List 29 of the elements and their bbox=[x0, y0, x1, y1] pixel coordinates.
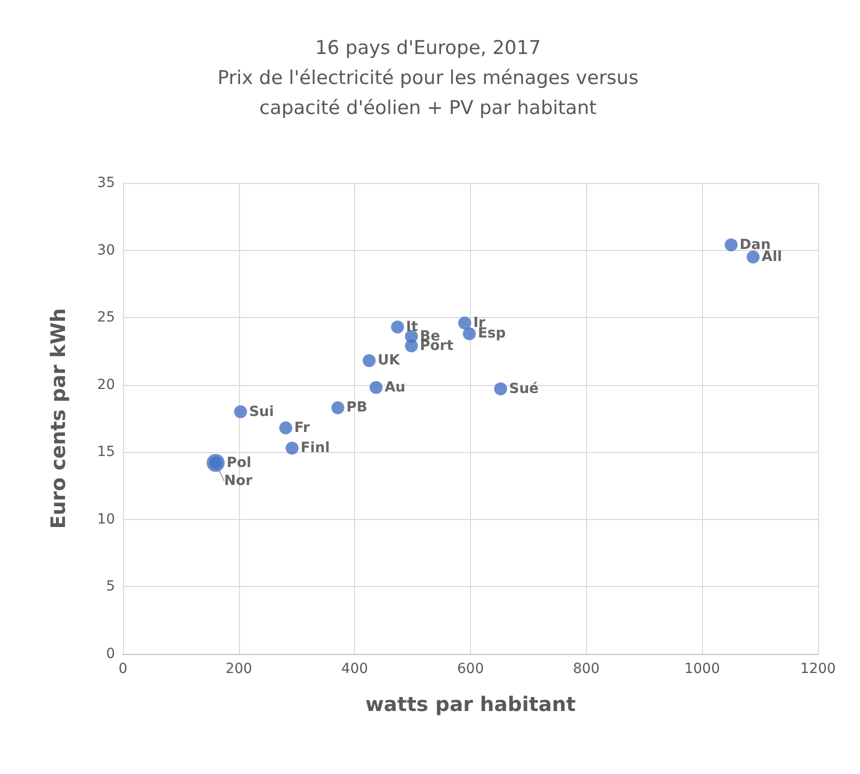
x-tick-label: 600 bbox=[457, 661, 484, 677]
chart-title: 16 pays d'Europe, 2017 Prix de l'électricité pour les ménages versus capacité d'éolien + PV par habitant bbox=[218, 37, 638, 119]
y-tick-label: 0 bbox=[106, 646, 115, 662]
series-label: Nor bbox=[224, 472, 252, 489]
y-tick-label: 35 bbox=[97, 175, 115, 191]
series-label: Pol bbox=[226, 454, 252, 471]
x-tick-label: 400 bbox=[341, 661, 368, 677]
y-tick-label: 20 bbox=[97, 376, 115, 393]
series-label: Fr bbox=[294, 420, 310, 436]
y-axis-title: Euro cents par kWh bbox=[46, 308, 70, 529]
series-label: Finl bbox=[300, 440, 330, 456]
x-tick-label: 1200 bbox=[800, 661, 836, 677]
y-tick-label: 5 bbox=[106, 578, 115, 595]
series-label: UK bbox=[378, 352, 402, 369]
y-tick-label: 15 bbox=[97, 444, 115, 460]
x-tick-label: 200 bbox=[225, 661, 252, 677]
series-label: PB bbox=[346, 400, 368, 416]
series-label: Sui bbox=[249, 404, 274, 420]
x-tick-label: 1000 bbox=[684, 661, 720, 677]
series-label: All bbox=[762, 249, 782, 266]
series-label: It bbox=[406, 318, 418, 335]
x-tick-label: 0 bbox=[118, 661, 128, 677]
y-tick-label: 10 bbox=[97, 511, 115, 528]
series-label: Au bbox=[384, 380, 406, 396]
x-tick-label: 800 bbox=[572, 661, 600, 677]
x-axis-title: watts par habitant bbox=[365, 692, 576, 716]
y-tick-label: 30 bbox=[97, 242, 115, 258]
series-label: Sué bbox=[509, 380, 539, 397]
y-tick-label: 25 bbox=[97, 310, 115, 326]
